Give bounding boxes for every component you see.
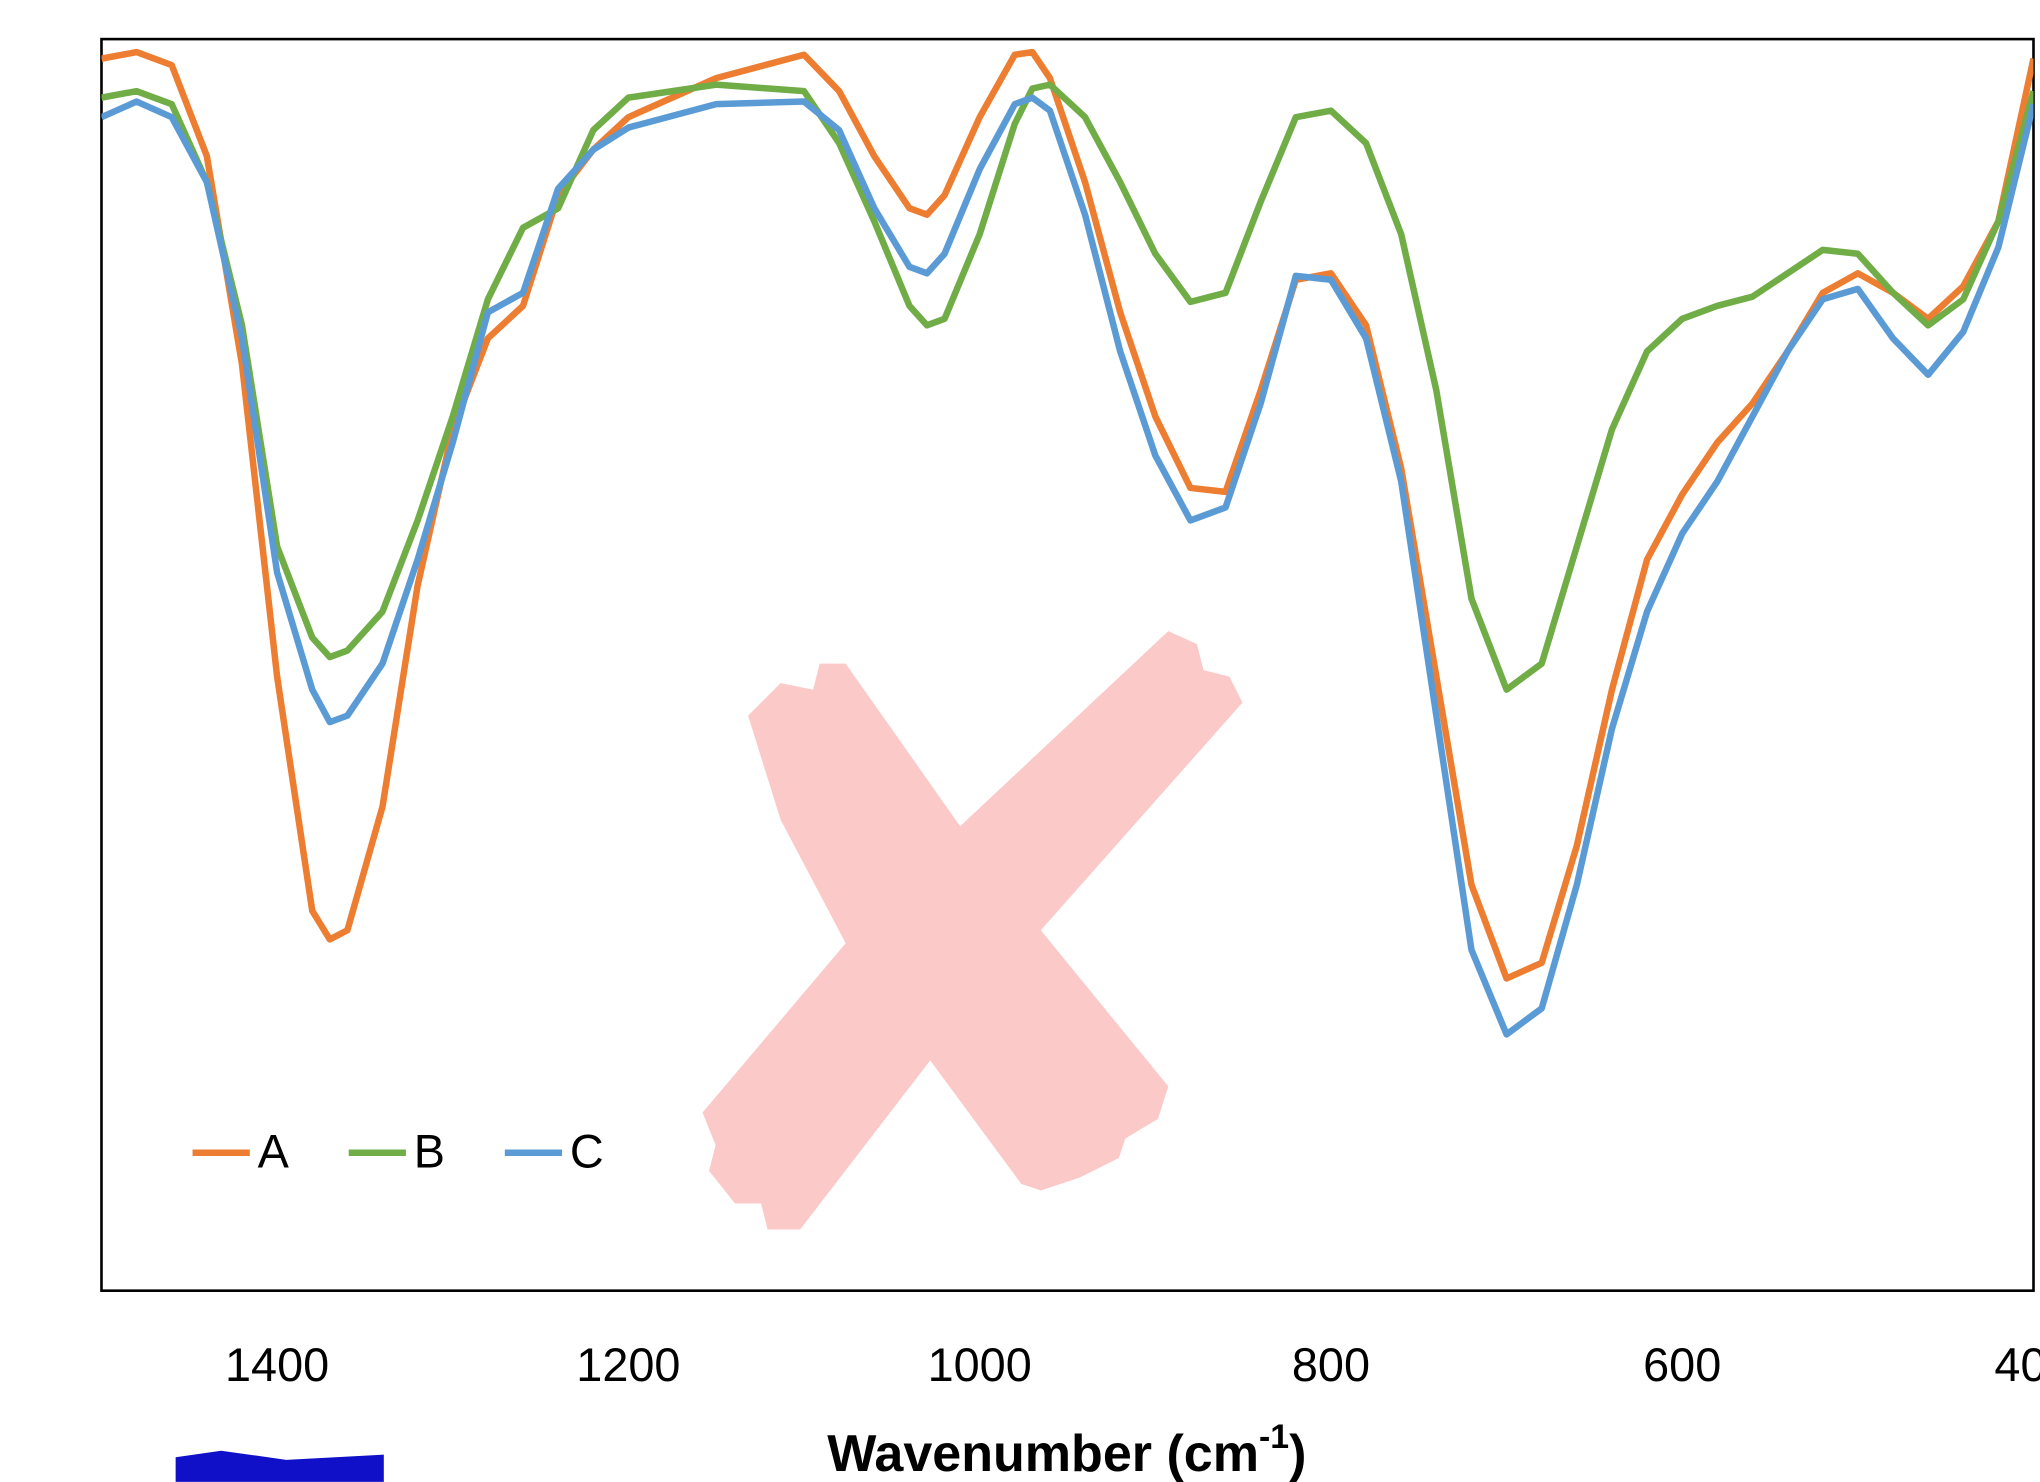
decoration xyxy=(175,1450,384,1482)
plot-frame xyxy=(100,37,2035,1292)
legend-label: B xyxy=(414,1126,445,1178)
legend-label: C xyxy=(570,1126,604,1178)
x-tick-label: 800 xyxy=(1292,1339,1370,1391)
series-line xyxy=(101,48,2034,982)
x-tick-label: 1000 xyxy=(928,1339,1032,1391)
legend-label: A xyxy=(258,1126,290,1178)
x-tick-label: 400 xyxy=(1994,1339,2040,1391)
x-label-text: Wavenumber (cm xyxy=(827,1425,1259,1482)
watermark xyxy=(702,631,1243,1230)
x-axis-label: Wavenumber (cm-1) xyxy=(827,1418,1306,1482)
series-line xyxy=(101,81,2034,693)
series-line xyxy=(101,94,2034,1038)
x-tick-label: 1400 xyxy=(225,1339,329,1391)
x-label-superscript: -1 xyxy=(1259,1418,1289,1456)
x-label-text: ) xyxy=(1289,1425,1306,1482)
x-tick-label: 1200 xyxy=(576,1339,680,1391)
x-tick-label: 600 xyxy=(1643,1339,1721,1391)
